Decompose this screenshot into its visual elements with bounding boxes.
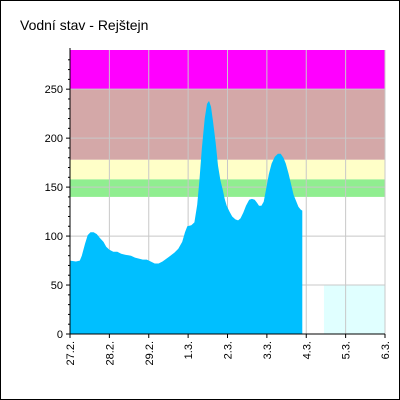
y-tick-label-0: 0: [57, 329, 63, 341]
x-tick-label-2: 29.2.: [144, 341, 156, 365]
x-tick-label-5: 3.3.: [262, 341, 274, 359]
y-tick-label-1: 50: [51, 280, 63, 292]
x-tick-label-1: 28.2.: [104, 341, 116, 365]
y-tick-label-4: 200: [45, 133, 63, 145]
y-tick-label-5: 250: [45, 84, 63, 96]
x-tick-label-6: 4.3.: [301, 341, 313, 359]
x-tick-label-3: 1.3.: [183, 341, 195, 359]
x-tick-label-8: 6.3.: [380, 341, 392, 359]
chart-title: Vodní stav - Rejštejn: [20, 17, 149, 33]
x-tick-label-0: 27.2.: [65, 341, 77, 365]
data-area-0: [70, 100, 303, 335]
y-tick-label-3: 150: [45, 182, 63, 194]
x-tick-label-4: 2.3.: [223, 341, 235, 359]
x-tick-label-7: 5.3.: [341, 341, 353, 359]
forecast-band: [323, 285, 385, 334]
y-tick-label-2: 100: [45, 231, 63, 243]
